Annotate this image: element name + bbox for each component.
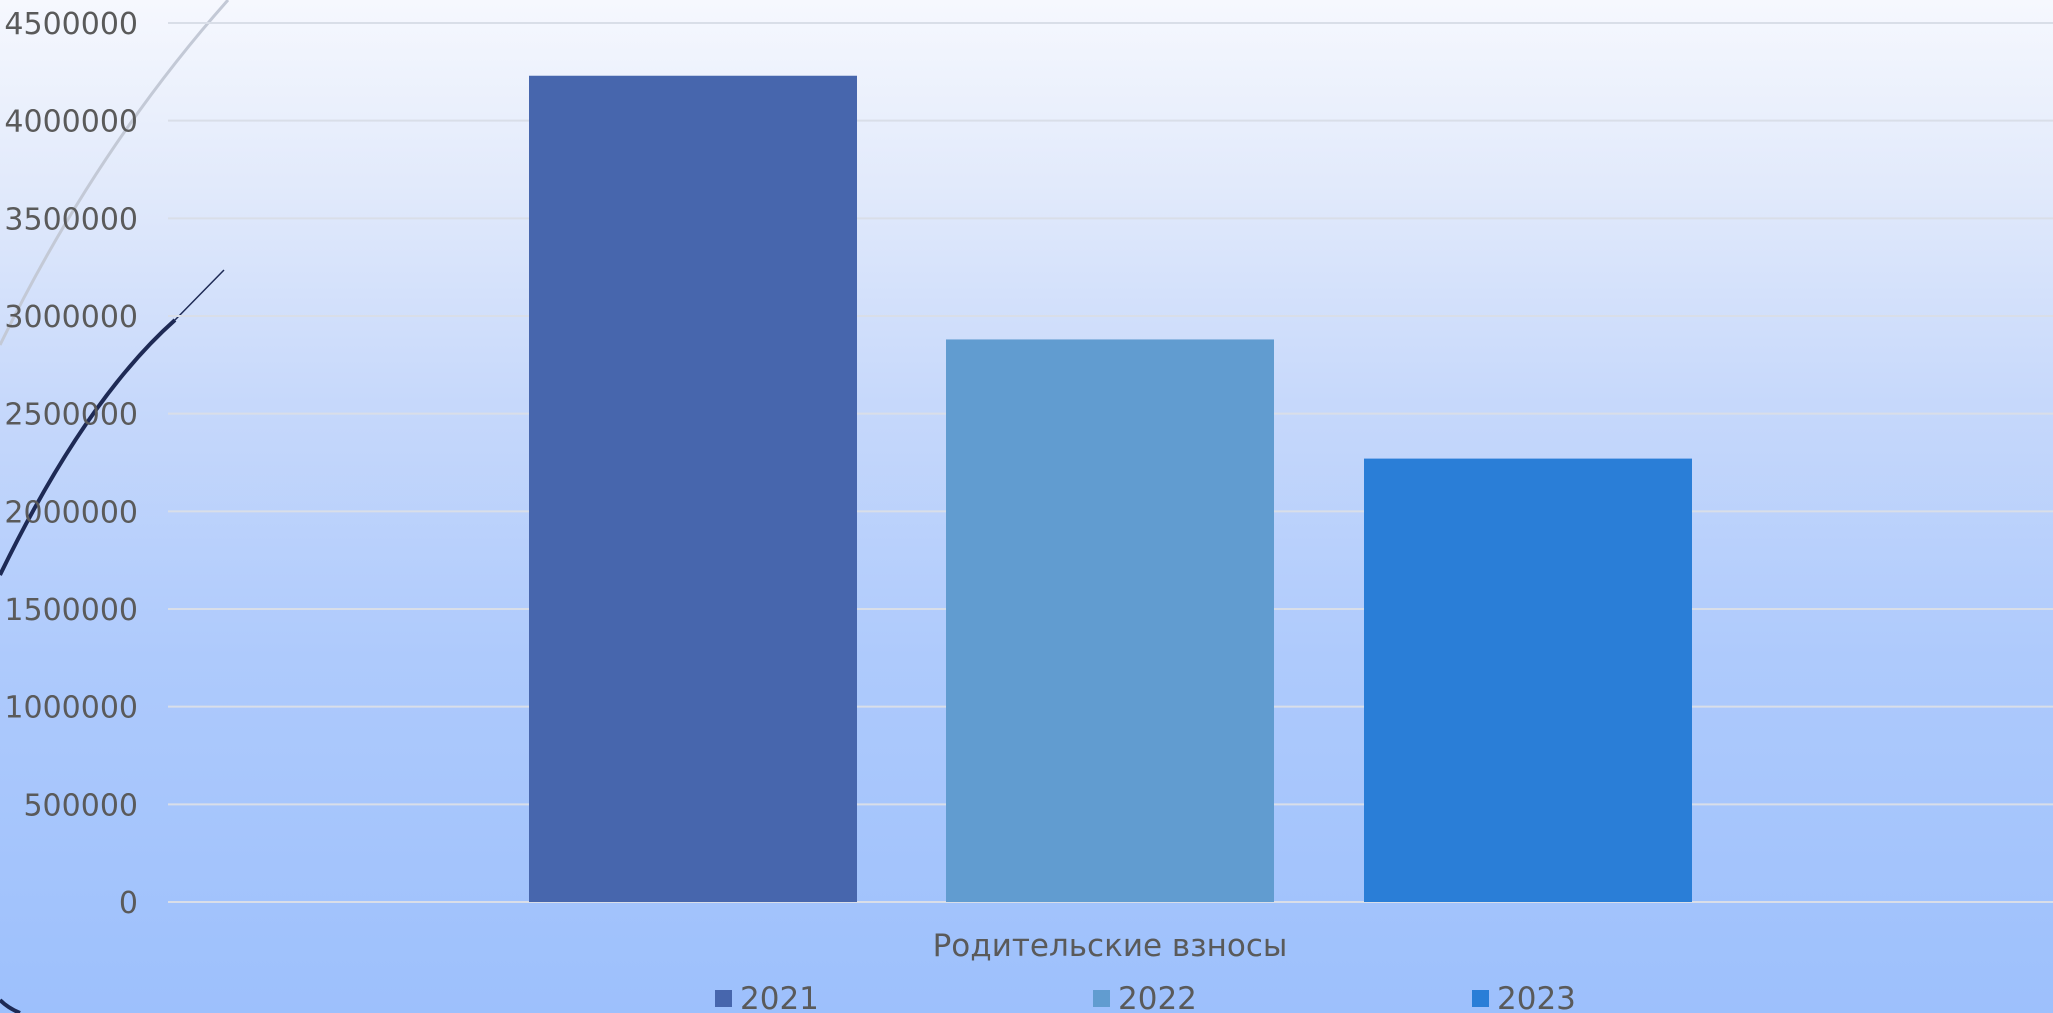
decor-arc-light bbox=[0, 0, 230, 346]
legend-item-2023: 2023 bbox=[1472, 981, 1576, 1013]
bars bbox=[529, 75, 1692, 903]
legend-item-2022: 2022 bbox=[1093, 981, 1197, 1013]
x-axis: Родительские взносы bbox=[933, 928, 1288, 964]
legend: 2021 2022 2023 bbox=[715, 981, 1576, 1013]
y-tick-label: 2000000 bbox=[4, 495, 138, 530]
decor-arc-dark-tail bbox=[174, 269, 225, 321]
legend-item-2021: 2021 bbox=[715, 981, 819, 1013]
y-tick-label: 3000000 bbox=[4, 300, 138, 335]
y-axis-tick-labels: 0 500000 1000000 1500000 2000000 2500000 30000… bbox=[4, 7, 138, 921]
y-tick-label: 4500000 bbox=[4, 7, 138, 42]
bar-2022 bbox=[946, 339, 1274, 902]
legend-swatch bbox=[1093, 990, 1110, 1007]
legend-swatch bbox=[715, 990, 732, 1007]
y-tick-label: 2500000 bbox=[4, 398, 138, 433]
bar-2023 bbox=[1364, 458, 1692, 902]
legend-swatch bbox=[1472, 990, 1489, 1007]
y-tick-label: 1000000 bbox=[4, 691, 138, 726]
legend-label: 2022 bbox=[1118, 981, 1197, 1013]
y-tick-label: 1500000 bbox=[4, 593, 138, 628]
y-tick-label: 3500000 bbox=[4, 202, 138, 237]
bar-2021 bbox=[529, 75, 857, 903]
y-tick-label: 0 bbox=[119, 886, 138, 921]
x-category-label: Родительские взносы bbox=[933, 928, 1288, 964]
decorative-arcs bbox=[0, 0, 230, 1013]
legend-label: 2021 bbox=[740, 981, 819, 1013]
y-tick-label: 4000000 bbox=[4, 105, 138, 140]
decor-arc-bottom bbox=[0, 998, 21, 1013]
y-tick-label: 500000 bbox=[23, 788, 138, 823]
legend-label: 2023 bbox=[1497, 981, 1576, 1013]
decor-arc-dark bbox=[0, 318, 177, 576]
